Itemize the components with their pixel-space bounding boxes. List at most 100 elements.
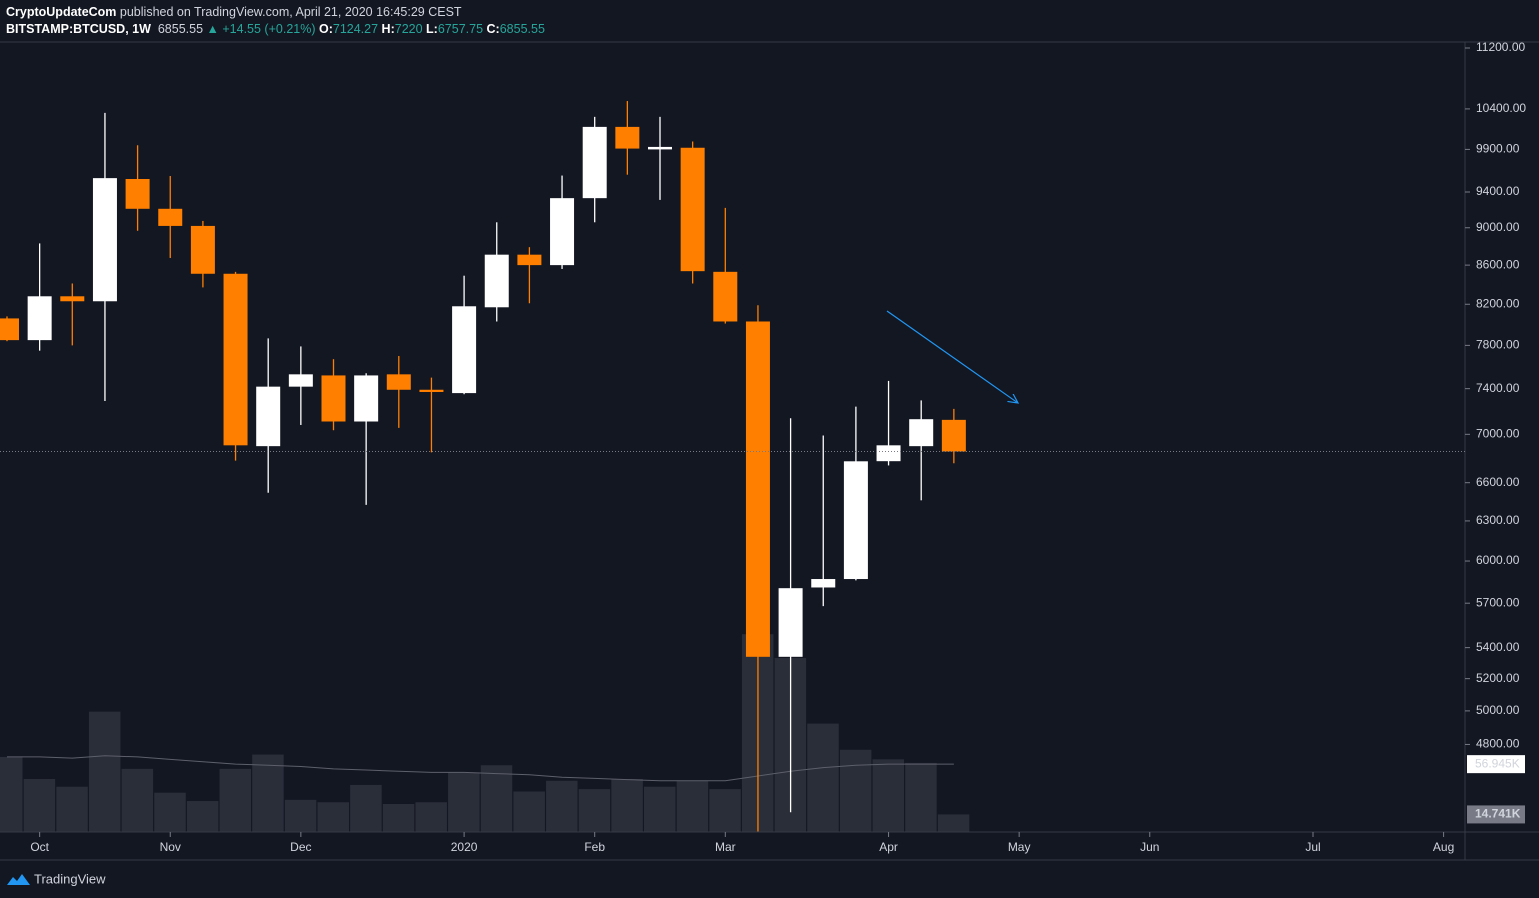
volume-layer: [0, 634, 970, 832]
volume-ma-label: 56.945K: [1475, 756, 1520, 770]
y-tick-label: 4800.00: [1476, 737, 1520, 751]
volume-bar: [905, 762, 937, 832]
candle-body: [321, 375, 346, 422]
candle-body: [256, 386, 281, 447]
volume-bar: [807, 723, 839, 832]
candle-body: [713, 271, 738, 322]
axes-layer: 11200.00 10400.00 9900.00 9400.00 9000.00 860…: [0, 40, 1526, 854]
candle-body: [745, 321, 770, 657]
candle-body: [288, 374, 313, 387]
volume-bar: [284, 799, 317, 832]
volume-bar: [350, 784, 382, 832]
candle-body: [876, 445, 901, 462]
x-tick-label: Oct: [30, 840, 49, 854]
published: published on TradingView.com, April 21, …: [119, 5, 462, 19]
x-tick-label: May: [1008, 840, 1031, 854]
candle-body: [941, 419, 966, 452]
x-tick-label: Jun: [1140, 840, 1159, 854]
volume-bar: [317, 802, 349, 832]
y-tick-label: 6600.00: [1476, 475, 1520, 489]
last-price: 6855.55: [157, 22, 204, 36]
candle-body: [909, 419, 934, 447]
brand-logo: TradingView: [7, 871, 106, 886]
y-tick-label: 5700.00: [1476, 595, 1520, 609]
volume-bar: [186, 801, 219, 832]
x-tick-label: 2020: [451, 840, 478, 854]
candle-body: [680, 147, 705, 272]
volume-bar: [872, 759, 905, 832]
y-tick-label: 6300.00: [1476, 513, 1520, 527]
volume-bar: [252, 754, 284, 832]
y-tick-label: 11200.00: [1476, 40, 1525, 54]
x-tick-label: Nov: [160, 840, 181, 854]
x-tick-label: Dec: [290, 840, 311, 854]
candle-body: [419, 389, 444, 392]
publish-line: CryptoUpdateCom published on TradingView…: [6, 4, 545, 21]
volume-ma-line: [7, 755, 954, 782]
volume-bar: [937, 814, 970, 832]
candle-body: [484, 254, 509, 308]
legend-line: BITSTAMP:BTCUSD, 1W 6855.55 ▲ +14.55 (+0…: [6, 21, 545, 38]
candle-body: [158, 208, 183, 226]
volume-bar: [88, 711, 121, 832]
ohlc-label: O:: [318, 22, 333, 36]
candle-body: [778, 588, 803, 657]
y-tick-label: 9000.00: [1476, 220, 1520, 234]
x-tick-label: Aug: [1433, 840, 1454, 854]
candle-body: [125, 178, 150, 209]
volume-label: 14.741K: [1475, 807, 1521, 821]
volume-bar: [644, 786, 676, 832]
y-tick-label: 9900.00: [1476, 142, 1520, 156]
candle-body: [0, 318, 19, 341]
volume-bar: [219, 768, 252, 832]
x-tick-label: Feb: [584, 840, 605, 854]
brand: TradingView: [34, 871, 106, 886]
volume-bar: [154, 792, 186, 832]
volume-bar: [611, 778, 643, 832]
candle-body: [190, 225, 215, 274]
volume-ma-tag: [1467, 755, 1525, 774]
symbol: BITSTAMP:BTCUSD, 1W: [6, 22, 151, 36]
ohlc-label: H:: [381, 22, 395, 36]
ohlc-value: 7220: [394, 22, 423, 36]
y-tick-label: 8600.00: [1476, 257, 1520, 271]
volume-bar: [513, 791, 545, 832]
x-tick-label: Mar: [715, 840, 736, 854]
volume-bar: [0, 756, 23, 832]
candle-body: [354, 375, 379, 422]
candle-body: [223, 273, 248, 446]
volume-bar: [578, 789, 611, 832]
volume-bar: [480, 765, 513, 832]
ohlc-value: 6855.55: [499, 22, 545, 36]
candle-body: [92, 178, 117, 302]
candle-body: [386, 374, 411, 390]
volume-bar: [56, 786, 88, 832]
candle-body: [517, 254, 542, 266]
y-tick-label: 5200.00: [1476, 671, 1520, 685]
candle-body: [27, 296, 52, 341]
y-tick-label: 10400.00: [1476, 101, 1526, 115]
publisher: CryptoUpdateCom: [6, 5, 117, 19]
volume-bar: [709, 789, 741, 832]
volume-bar: [546, 780, 578, 832]
y-tick-label: 7000.00: [1476, 426, 1520, 440]
ohlc-value: 7124.27: [332, 22, 379, 36]
volume-bar: [23, 778, 56, 832]
change: ▲ +14.55 (+0.21%): [206, 22, 316, 36]
y-tick-label: 6000.00: [1476, 553, 1520, 567]
candle-body: [452, 306, 477, 394]
pane-bg: [0, 42, 1465, 832]
volume-bar: [121, 768, 154, 832]
y-tick-label: 7800.00: [1476, 338, 1520, 352]
candle-body: [60, 296, 85, 302]
ohlc-label: L:: [426, 22, 438, 36]
volume-bar: [415, 802, 447, 832]
candle-body: [843, 461, 868, 580]
y-tick-label: 5000.00: [1476, 703, 1520, 717]
volume-bar: [676, 780, 709, 832]
volume-bar: [839, 749, 872, 832]
ohlc-value: 6757.75: [437, 22, 484, 36]
y-tick-label: 9400.00: [1476, 184, 1520, 198]
